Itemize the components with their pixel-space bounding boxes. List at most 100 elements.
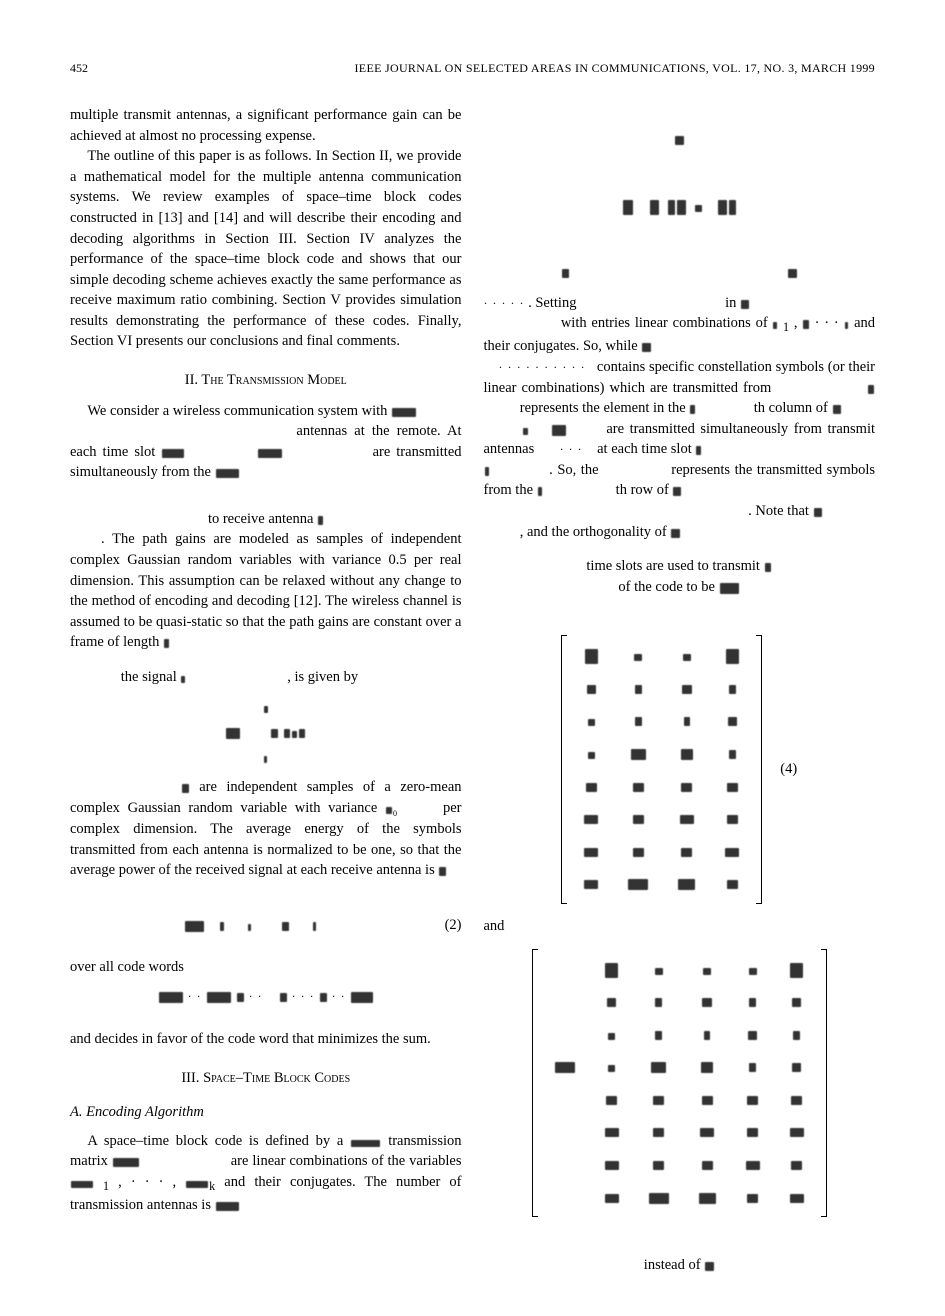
math-glyph: -x [695, 205, 702, 212]
matrix-cell: -x* [649, 1193, 669, 1204]
math-glyph: s [845, 322, 849, 329]
math-glyph: c [299, 729, 305, 738]
matrix-cell: x1 [605, 963, 618, 978]
math-glyph: | [220, 922, 224, 931]
matrix-cell: x* [727, 815, 738, 824]
math-glyph: G [788, 269, 797, 278]
matrix-cell: x* [727, 783, 738, 792]
sec2-p2: . The path gains are modeled as samples … [70, 529, 462, 652]
matrix-cell: -x* [746, 1161, 760, 1170]
math-glyph: [ [668, 200, 675, 215]
codeword-sequence: c11 · · c1n c · · c · · · c · · cln [70, 988, 462, 1005]
matrix-cell: x [749, 998, 756, 1007]
text-fragment: and their conjugates. The number of tran… [70, 1174, 462, 1213]
text-fragment: . So, the [549, 462, 603, 478]
math-glyph: c1n [207, 992, 231, 1003]
matrix-cell: x [701, 1062, 714, 1073]
matrix-cell: x5 [790, 963, 803, 978]
matrix-cell: x* [633, 815, 644, 824]
matrix-cell: x [681, 749, 694, 760]
matrix-cell: -x* [605, 1161, 619, 1170]
matrix-cell: -x* [680, 815, 694, 824]
math-glyph: C [673, 487, 681, 496]
right-top-eq2: G = [x -x x] [484, 196, 876, 217]
section-3-heading: III. Space–Time Block Codes [70, 1068, 462, 1089]
matrix-cell: -x* [725, 848, 739, 857]
math-glyph: C [814, 508, 822, 517]
math-glyph: C [833, 405, 841, 414]
matrix-cell: -x [588, 719, 595, 726]
math-glyph: ij [292, 731, 297, 738]
math-glyph: x [718, 200, 727, 215]
section-2-heading: II. The Transmission Model [70, 370, 462, 391]
right-column: G G = [x -x x] p G · · · · · . [484, 105, 876, 1276]
matrix-4x4: x1 x2 x3 x4 -x x -x x -x [569, 639, 754, 900]
text-fragment: , is given by [287, 669, 358, 685]
intro-p1: multiple transmit antennas, a significan… [70, 105, 462, 146]
math-glyph: α [282, 922, 289, 931]
math-glyph: ct [552, 425, 567, 436]
matrix-cell: x [684, 717, 691, 726]
matrix-cell: x1 [585, 649, 598, 664]
matrix-cell: -x [792, 1063, 802, 1072]
matrix-4x6: x1 x2 x3 x4 x5 -x x -x x -x [540, 953, 819, 1214]
matrix-cell: x* [791, 1096, 802, 1105]
text-fragment: are independent samples of a zero-mean c… [70, 779, 462, 816]
matrix-cell: x* [633, 848, 644, 857]
matrix-cell: x [655, 1031, 662, 1040]
math-glyph: α [284, 729, 291, 738]
text-fragment: We consider a wireless communication sys… [87, 403, 391, 419]
math-glyph: i [690, 405, 695, 414]
matrix-cell: -x [651, 1062, 667, 1073]
math-glyph: c [237, 993, 244, 1002]
matrix-cell: -x* [790, 1194, 804, 1203]
matrix-cell: x [635, 685, 642, 694]
matrix-cell: -x [587, 685, 597, 694]
sec3a-p1: A space–time block code is defined by a … [70, 1131, 462, 1216]
math-glyph: c [280, 993, 287, 1002]
text-fragment: time slots are used to transmit [586, 558, 763, 574]
math-glyph: rt [226, 728, 240, 739]
sec2-p1: We consider a wireless communication sys… [70, 401, 462, 483]
matrix-cell: -x* [584, 848, 598, 857]
text-fragment: . Setting [528, 295, 580, 311]
matrix-cell: x [729, 750, 736, 759]
math-glyph: n [216, 1202, 240, 1211]
left-column: multiple transmit antennas, a significan… [70, 105, 462, 1276]
math-glyph: G [113, 1158, 139, 1167]
matrix-cell: x [749, 1063, 756, 1072]
math-glyph: x [677, 200, 686, 215]
math-glyph: n [439, 867, 446, 876]
matrix-cell: -x* [700, 1128, 714, 1137]
sec2-p5: over all code words [70, 957, 462, 978]
matrix-cell: x* [678, 879, 695, 890]
math-glyph: s [803, 320, 809, 329]
text-fragment: with entries linear combinations of [561, 315, 773, 331]
sec2-p4: η are independent samples of a zero-mean… [70, 777, 462, 881]
matrix-cell: x* [747, 1096, 758, 1105]
sec2-signal-line: the signal r , is given by [70, 667, 462, 688]
equation-1-display: n rt Σ αijc i [70, 697, 462, 767]
matrix-cell: x* [681, 848, 692, 857]
equation-2: ΣΣ | r α | (2) [70, 915, 462, 936]
math-glyph: c [258, 449, 281, 458]
math-glyph: s [773, 322, 777, 329]
matrix-cell: -x* [584, 815, 598, 824]
section-3a-heading: A. Encoding Algorithm [70, 1102, 462, 1123]
journal-title: IEEE JOURNAL ON SELECTED AREAS IN COMMUN… [355, 60, 875, 77]
math-glyph: t [485, 467, 490, 476]
matrix-cell: -x [682, 685, 692, 694]
math-glyph: l [164, 639, 169, 648]
matrix-cell: x* [653, 1096, 664, 1105]
math-glyph: c [523, 428, 527, 435]
matrix-cell: -x* [790, 1128, 804, 1137]
math-glyph: n [216, 469, 240, 478]
matrix-cell: x* [747, 1128, 758, 1137]
math-glyph: Σ [271, 729, 278, 738]
matrix-cell: x3 [683, 654, 691, 661]
right-p2-line1: time slots are used to transmit k [484, 556, 876, 577]
matrix-cell: x4 [749, 968, 757, 975]
math-glyph: i [264, 756, 267, 763]
matrix-cell: -x [608, 1033, 615, 1040]
intro-p2: The outline of this paper is as follows.… [70, 146, 462, 352]
